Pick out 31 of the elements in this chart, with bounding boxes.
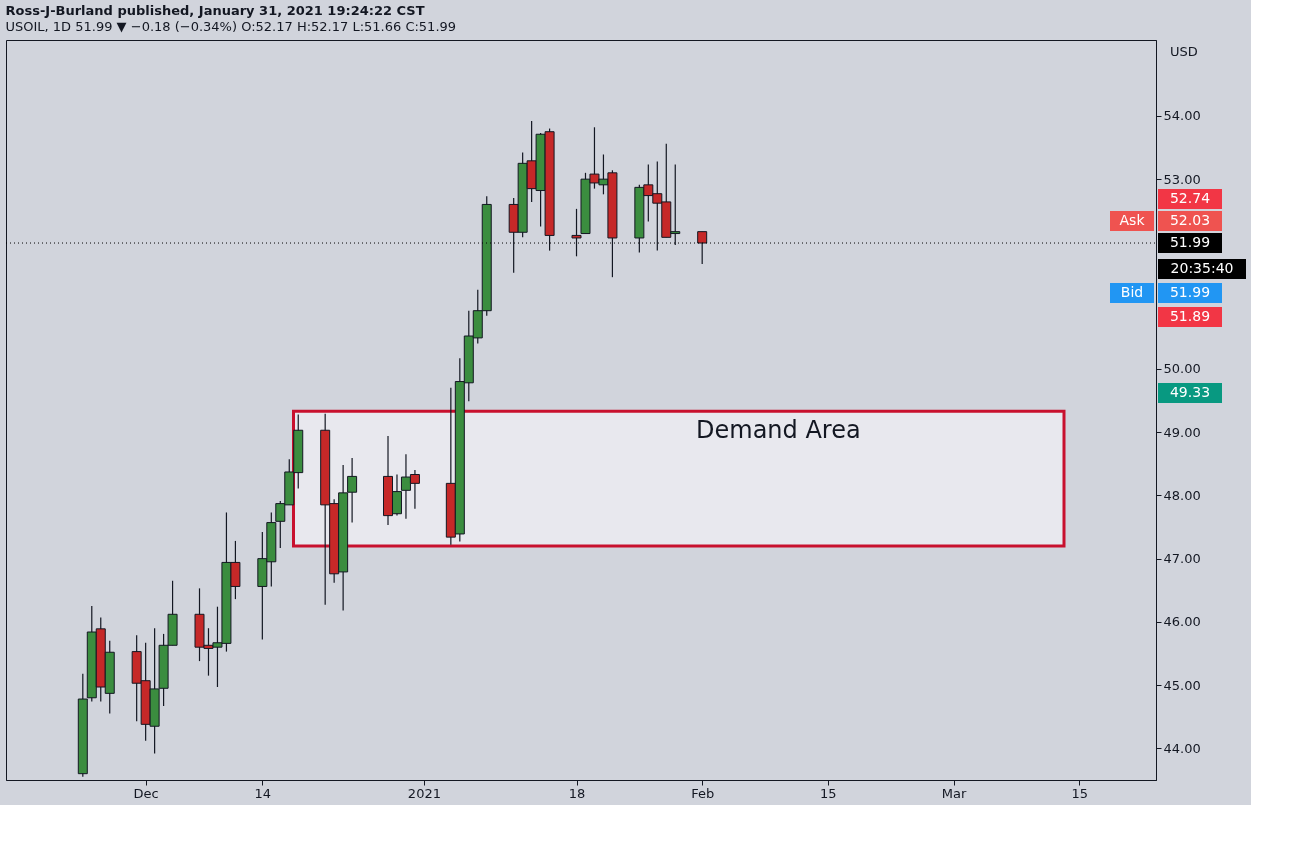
y-tick-label: 53.00	[1163, 171, 1201, 187]
x-tick-label: 18	[568, 785, 586, 801]
x-tick-label: Dec	[133, 785, 159, 801]
text: 52.03	[1169, 212, 1211, 229]
y-tick-label: 46.00	[1163, 614, 1201, 630]
chart-title: Ross-J-Burland published, January 31, 2021 19:24:22 CST	[5, 3, 425, 18]
text: 52.74	[1169, 190, 1211, 207]
ref-line-label: 51.99	[1169, 234, 1211, 251]
y-tick-label: 49.00	[1163, 424, 1201, 440]
candlestick	[697, 231, 708, 265]
text: 20:35:40	[1170, 260, 1234, 277]
y-tick-label: 48.00	[1163, 487, 1201, 503]
y-tick-label: 54.00	[1163, 108, 1201, 124]
y-tick-label: 47.00	[1163, 551, 1201, 567]
x-tick-label: 15	[1071, 785, 1088, 801]
text: 51.99	[1169, 284, 1211, 301]
text: 49.33	[1169, 384, 1211, 401]
chart-subtitle: USOIL, 1D 51.99 ▼ −0.18 (−0.34%) O:52.17 H:52.17 L:51.66 C:51.99	[5, 19, 457, 34]
text: 51.89	[1169, 308, 1211, 325]
x-tick-label: 15	[820, 785, 837, 801]
annotation: Bid	[1120, 284, 1144, 301]
x-tick-label: 2021	[407, 785, 441, 801]
y-tick-label: 44.00	[1163, 740, 1201, 756]
x-tick-label: Mar	[941, 785, 967, 801]
band-label: Demand Area	[696, 416, 861, 445]
y-tick-label: 50.00	[1163, 361, 1201, 377]
y-tick-label: 45.00	[1163, 677, 1201, 693]
x-tick-label: Feb	[691, 785, 715, 801]
y-axis-title: USD	[1170, 44, 1198, 59]
annotation: Ask	[1119, 212, 1146, 229]
x-tick-label: 14	[254, 785, 272, 801]
